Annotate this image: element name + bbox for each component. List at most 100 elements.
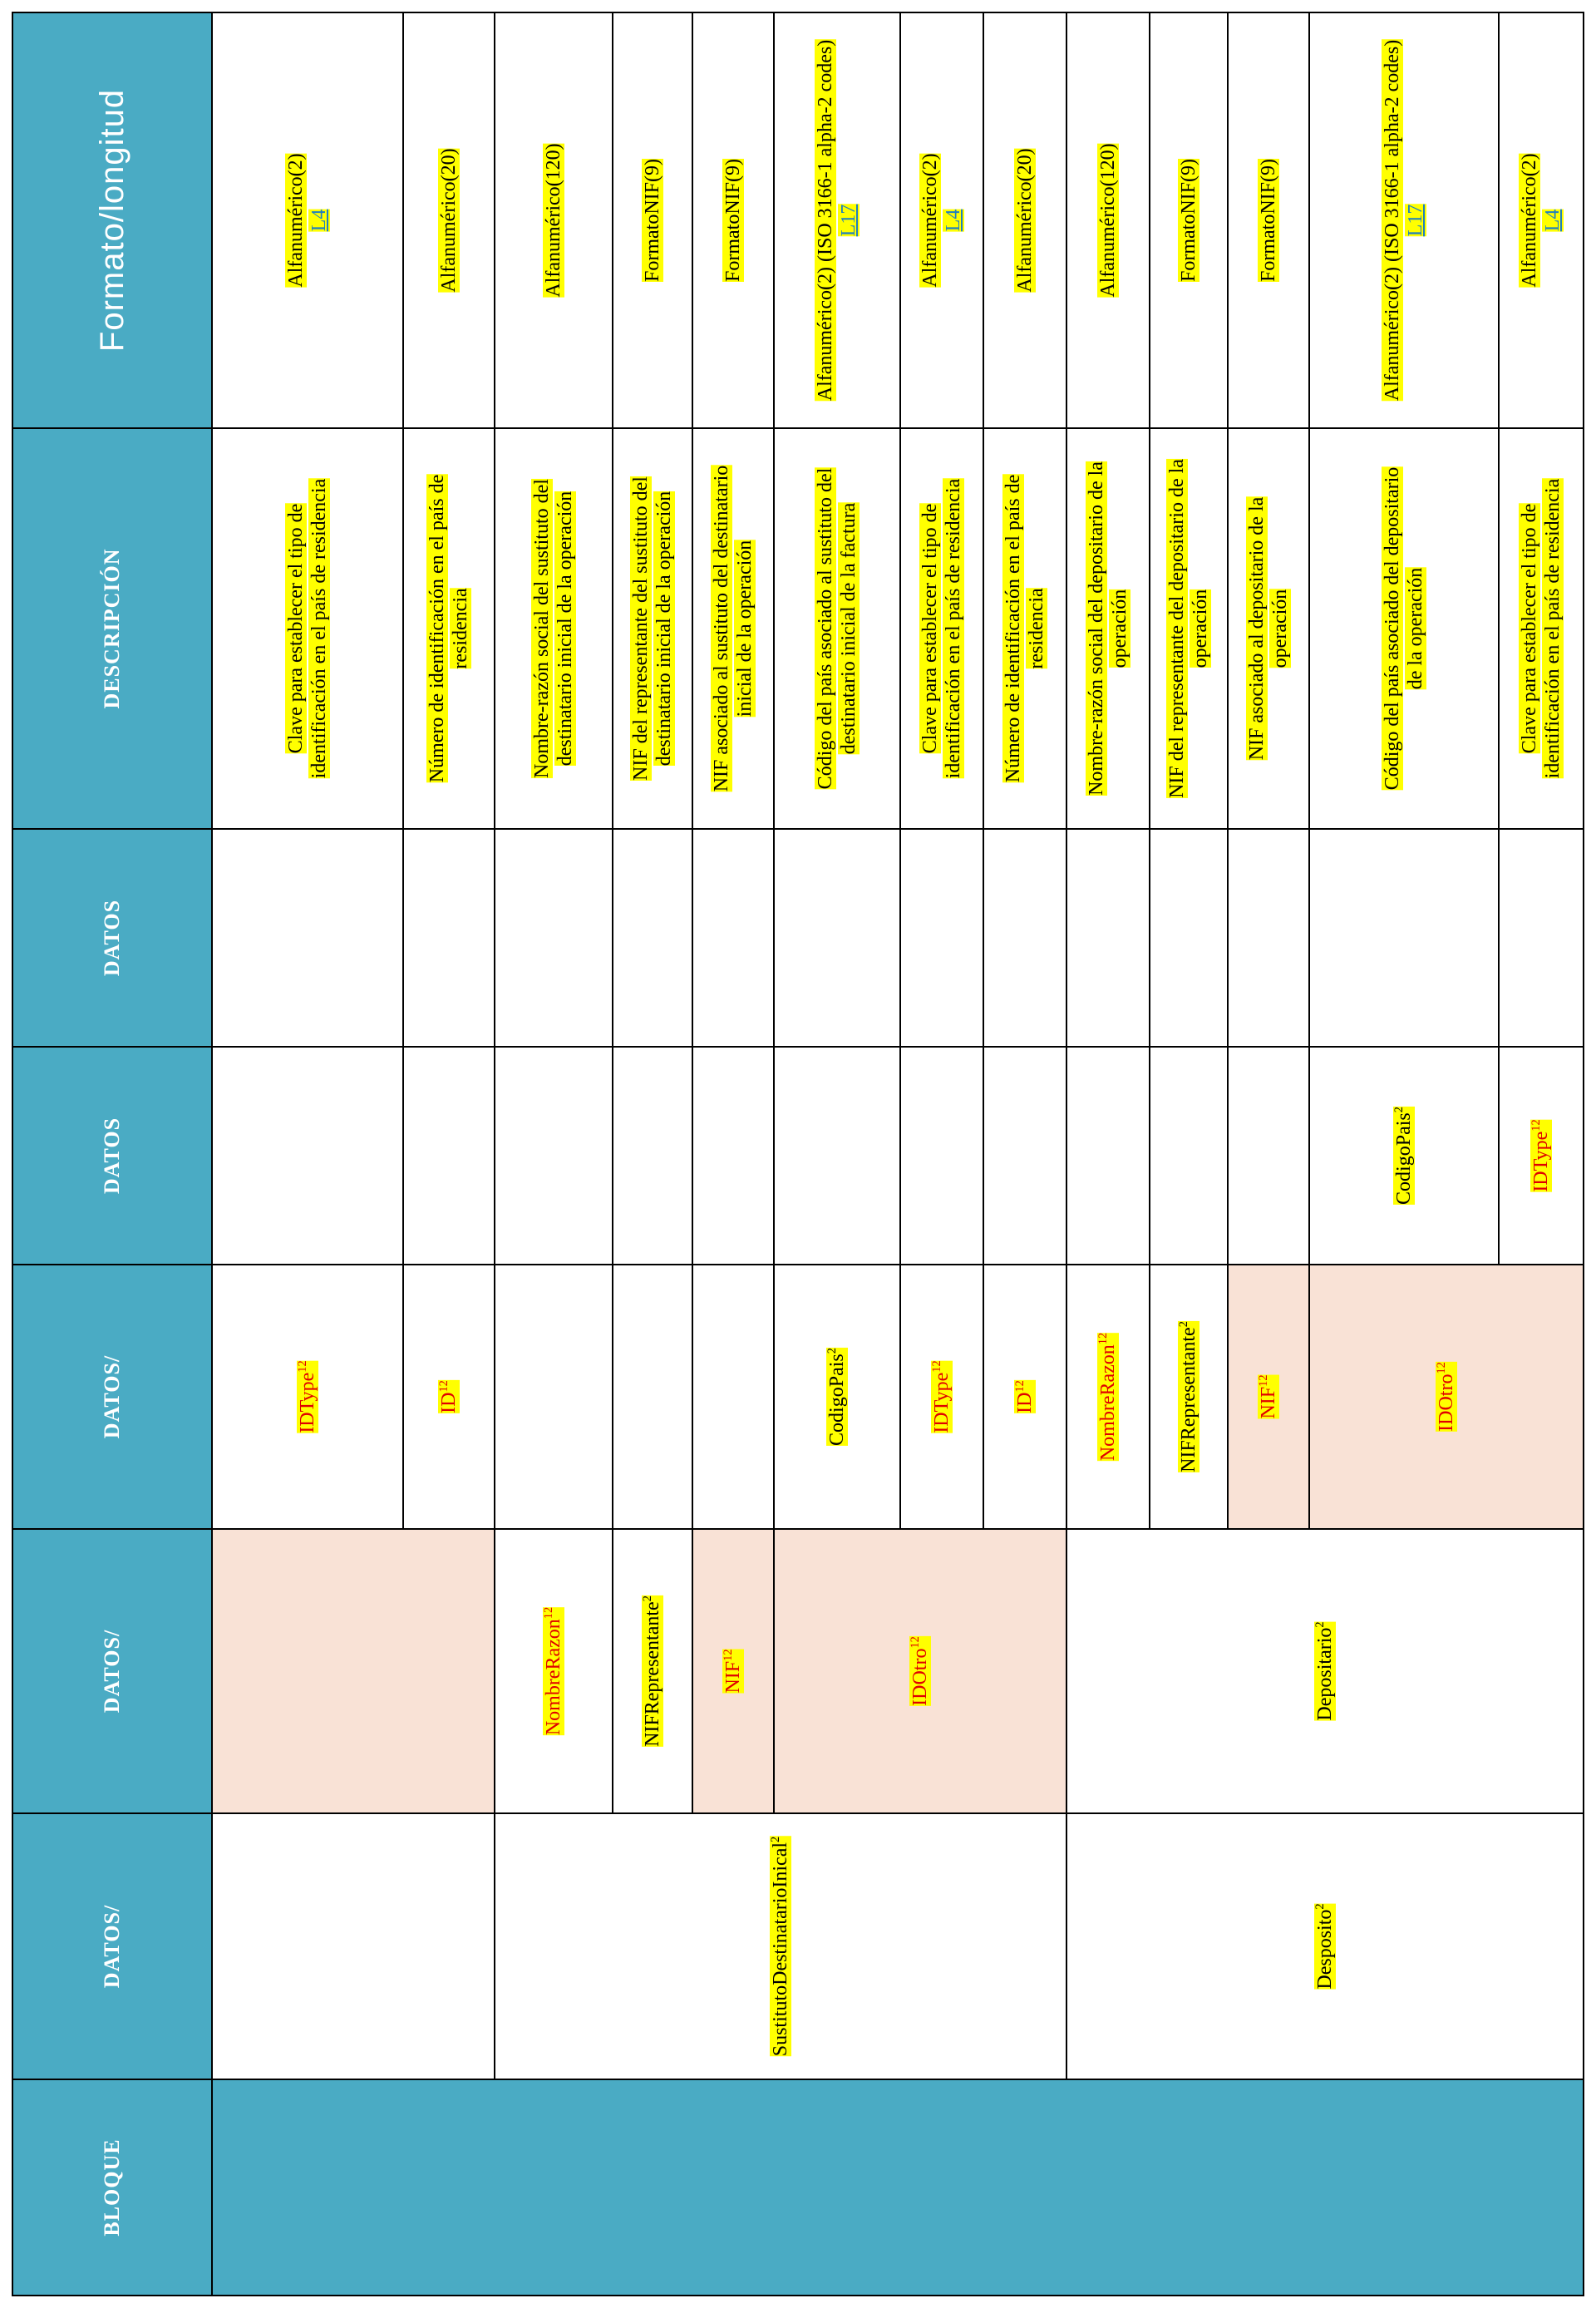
bloque-cell (211, 2079, 1584, 2296)
level4-r6 (773, 1046, 901, 1265)
format-row-7: Alfanumérico(2) L4 (899, 12, 984, 429)
format-row-10-text: FormatoNIF(9) (1178, 159, 1199, 282)
level4-r8 (983, 1046, 1067, 1265)
format-row-3: Alfanumérico(120) (494, 12, 613, 429)
desc-row-10-text: NIF del representante del depositario de… (1166, 459, 1211, 798)
level2-nif: NIF12 (692, 1528, 775, 1814)
level3-empty-b (612, 1264, 693, 1530)
level2-idotro-label: IDOtro12 (909, 1636, 931, 1706)
level1-sustituto-label: SustitutoDestinatarioInical2 (769, 1836, 791, 2057)
header-datos-2: DATOS/ (12, 1264, 213, 1530)
format-row-5: FormatoNIF(9) (692, 12, 775, 429)
level3-id: ID12 (402, 1264, 495, 1530)
level4-idtype-label: IDType12 (1530, 1119, 1552, 1192)
level5-r12 (1308, 828, 1500, 1048)
desc-row-7-text: Clave para establecer el tipo de identifi… (919, 478, 964, 779)
level3-id2: ID12 (983, 1264, 1067, 1530)
header-datos-3-label: DATOS (100, 1117, 124, 1195)
desc-row-13: Clave para establecer el tipo de identifi… (1498, 427, 1584, 830)
header-datos-0-label: DATOS/ (100, 1904, 124, 1989)
header-datos-1: DATOS/ (12, 1528, 213, 1814)
format-row-2-text: Alfanumérico(20) (438, 148, 460, 293)
format-row-11: FormatoNIF(9) (1227, 12, 1310, 429)
header-descripcion-label: DESCRIPCIÓN (100, 548, 124, 709)
level3-id2-label: ID12 (1013, 1380, 1036, 1413)
level3-idotro-label: IDOtro12 (1435, 1362, 1457, 1432)
desc-row-5-text: NIF asociado al sustituto del destinatar… (711, 465, 756, 792)
format-row-13-text: Alfanumérico(2) L4 (1519, 153, 1564, 288)
desc-row-9-text: Nombre-razón social del depositario de l… (1086, 461, 1130, 796)
level5-r9 (1066, 828, 1150, 1048)
level4-r1 (211, 1046, 404, 1265)
level4-r9 (1066, 1046, 1150, 1265)
format-row-13-link[interactable]: L4 (1542, 209, 1564, 232)
desc-row-10: NIF del representante del depositario de… (1149, 427, 1229, 830)
level4-idtype: IDType12 (1498, 1046, 1584, 1265)
desc-row-4-text: NIF del representante del sustituto del d… (630, 476, 675, 781)
level3-id-label: ID12 (437, 1380, 460, 1413)
format-row-12: Alfanumérico(2) (ISO 3166-1 alpha-2 code… (1308, 12, 1500, 429)
format-row-9: Alfanumérico(120) (1066, 12, 1150, 429)
header-datos-4-label: DATOS (100, 899, 124, 977)
header-datos-2-label: DATOS/ (100, 1354, 124, 1439)
format-row-7-text: Alfanumérico(2) L4 (919, 153, 964, 288)
level2-nifrep: NIFRepresentante2 (612, 1528, 693, 1814)
format-row-11-text: FormatoNIF(9) (1258, 159, 1279, 282)
level3-nombre-label: NombreRazon12 (1096, 1332, 1119, 1462)
level2-depositario-label: Depositario2 (1313, 1621, 1336, 1721)
level5-r6 (773, 828, 901, 1048)
level5-r10 (1149, 828, 1229, 1048)
desc-row-8-text: Número de identificación en el país de re… (1002, 474, 1047, 783)
desc-row-3: Nombre-razón social del sustituto del des… (494, 427, 613, 830)
level2-empty (211, 1528, 495, 1814)
level3-idtype2-label: IDType12 (930, 1360, 953, 1433)
level5-r1 (211, 828, 404, 1048)
level1-deposito: Desposito2 (1066, 1812, 1584, 2080)
level3-nombre: NombreRazon12 (1066, 1264, 1150, 1530)
level3-idtype2: IDType12 (899, 1264, 984, 1530)
desc-row-2-text: Número de identificación en el país de re… (426, 474, 471, 783)
level3-empty-a (494, 1264, 613, 1530)
format-row-10: FormatoNIF(9) (1149, 12, 1229, 429)
header-bloque-label: BLOQUE (100, 2138, 124, 2236)
level3-codigo: CodigoPais2 (773, 1264, 901, 1530)
format-row-8: Alfanumérico(20) (983, 12, 1067, 429)
format-row-8-text: Alfanumérico(20) (1014, 148, 1036, 293)
desc-row-9: Nombre-razón social del depositario de l… (1066, 427, 1150, 830)
level5-r3 (494, 828, 613, 1048)
desc-row-12-text: Código del país asociado del depositario… (1382, 466, 1426, 791)
level4-r2 (402, 1046, 495, 1265)
level3-idotro: IDOtro12 (1308, 1264, 1584, 1530)
desc-row-2: Número de identificación en el país de re… (402, 427, 495, 830)
level5-r4 (612, 828, 693, 1048)
level5-r5 (692, 828, 775, 1048)
desc-row-7: Clave para establecer el tipo de identifi… (899, 427, 984, 830)
header-datos-4: DATOS (12, 828, 213, 1048)
level4-r7 (899, 1046, 984, 1265)
level4-r10 (1149, 1046, 1229, 1265)
level3-idtype-label: IDType12 (296, 1360, 318, 1433)
format-row-7-link[interactable]: L4 (943, 209, 964, 232)
format-row-6-link[interactable]: L17 (838, 204, 860, 237)
format-row-1-link[interactable]: L4 (308, 209, 330, 232)
desc-row-13-text: Clave para establecer el tipo de identifi… (1519, 478, 1564, 779)
level3-codigo-label: CodigoPais2 (825, 1348, 848, 1446)
desc-row-3-text: Nombre-razón social del sustituto del des… (531, 479, 576, 778)
format-row-12-link[interactable]: L17 (1405, 204, 1426, 237)
format-row-4-text: FormatoNIF(9) (642, 159, 663, 282)
header-datos-3: DATOS (12, 1046, 213, 1265)
level2-nombre-label: NombreRazon12 (542, 1606, 564, 1736)
format-row-3-text: Alfanumérico(120) (543, 143, 564, 298)
level5-r13 (1498, 828, 1584, 1048)
format-row-2: Alfanumérico(20) (402, 12, 495, 429)
level5-r11 (1227, 828, 1310, 1048)
level1-empty (211, 1812, 495, 2080)
header-formato-label: Formato/longitud (94, 88, 131, 353)
format-row-13: Alfanumérico(2) L4 (1498, 12, 1584, 429)
level3-nifrep: NIFRepresentante2 (1149, 1264, 1229, 1530)
level4-r4 (612, 1046, 693, 1265)
header-datos-0: DATOS/ (12, 1812, 213, 2080)
desc-row-1: Clave para establecer el tipo de identifi… (211, 427, 404, 830)
format-row-12-text: Alfanumérico(2) (ISO 3166-1 alpha-2 code… (1382, 39, 1426, 402)
